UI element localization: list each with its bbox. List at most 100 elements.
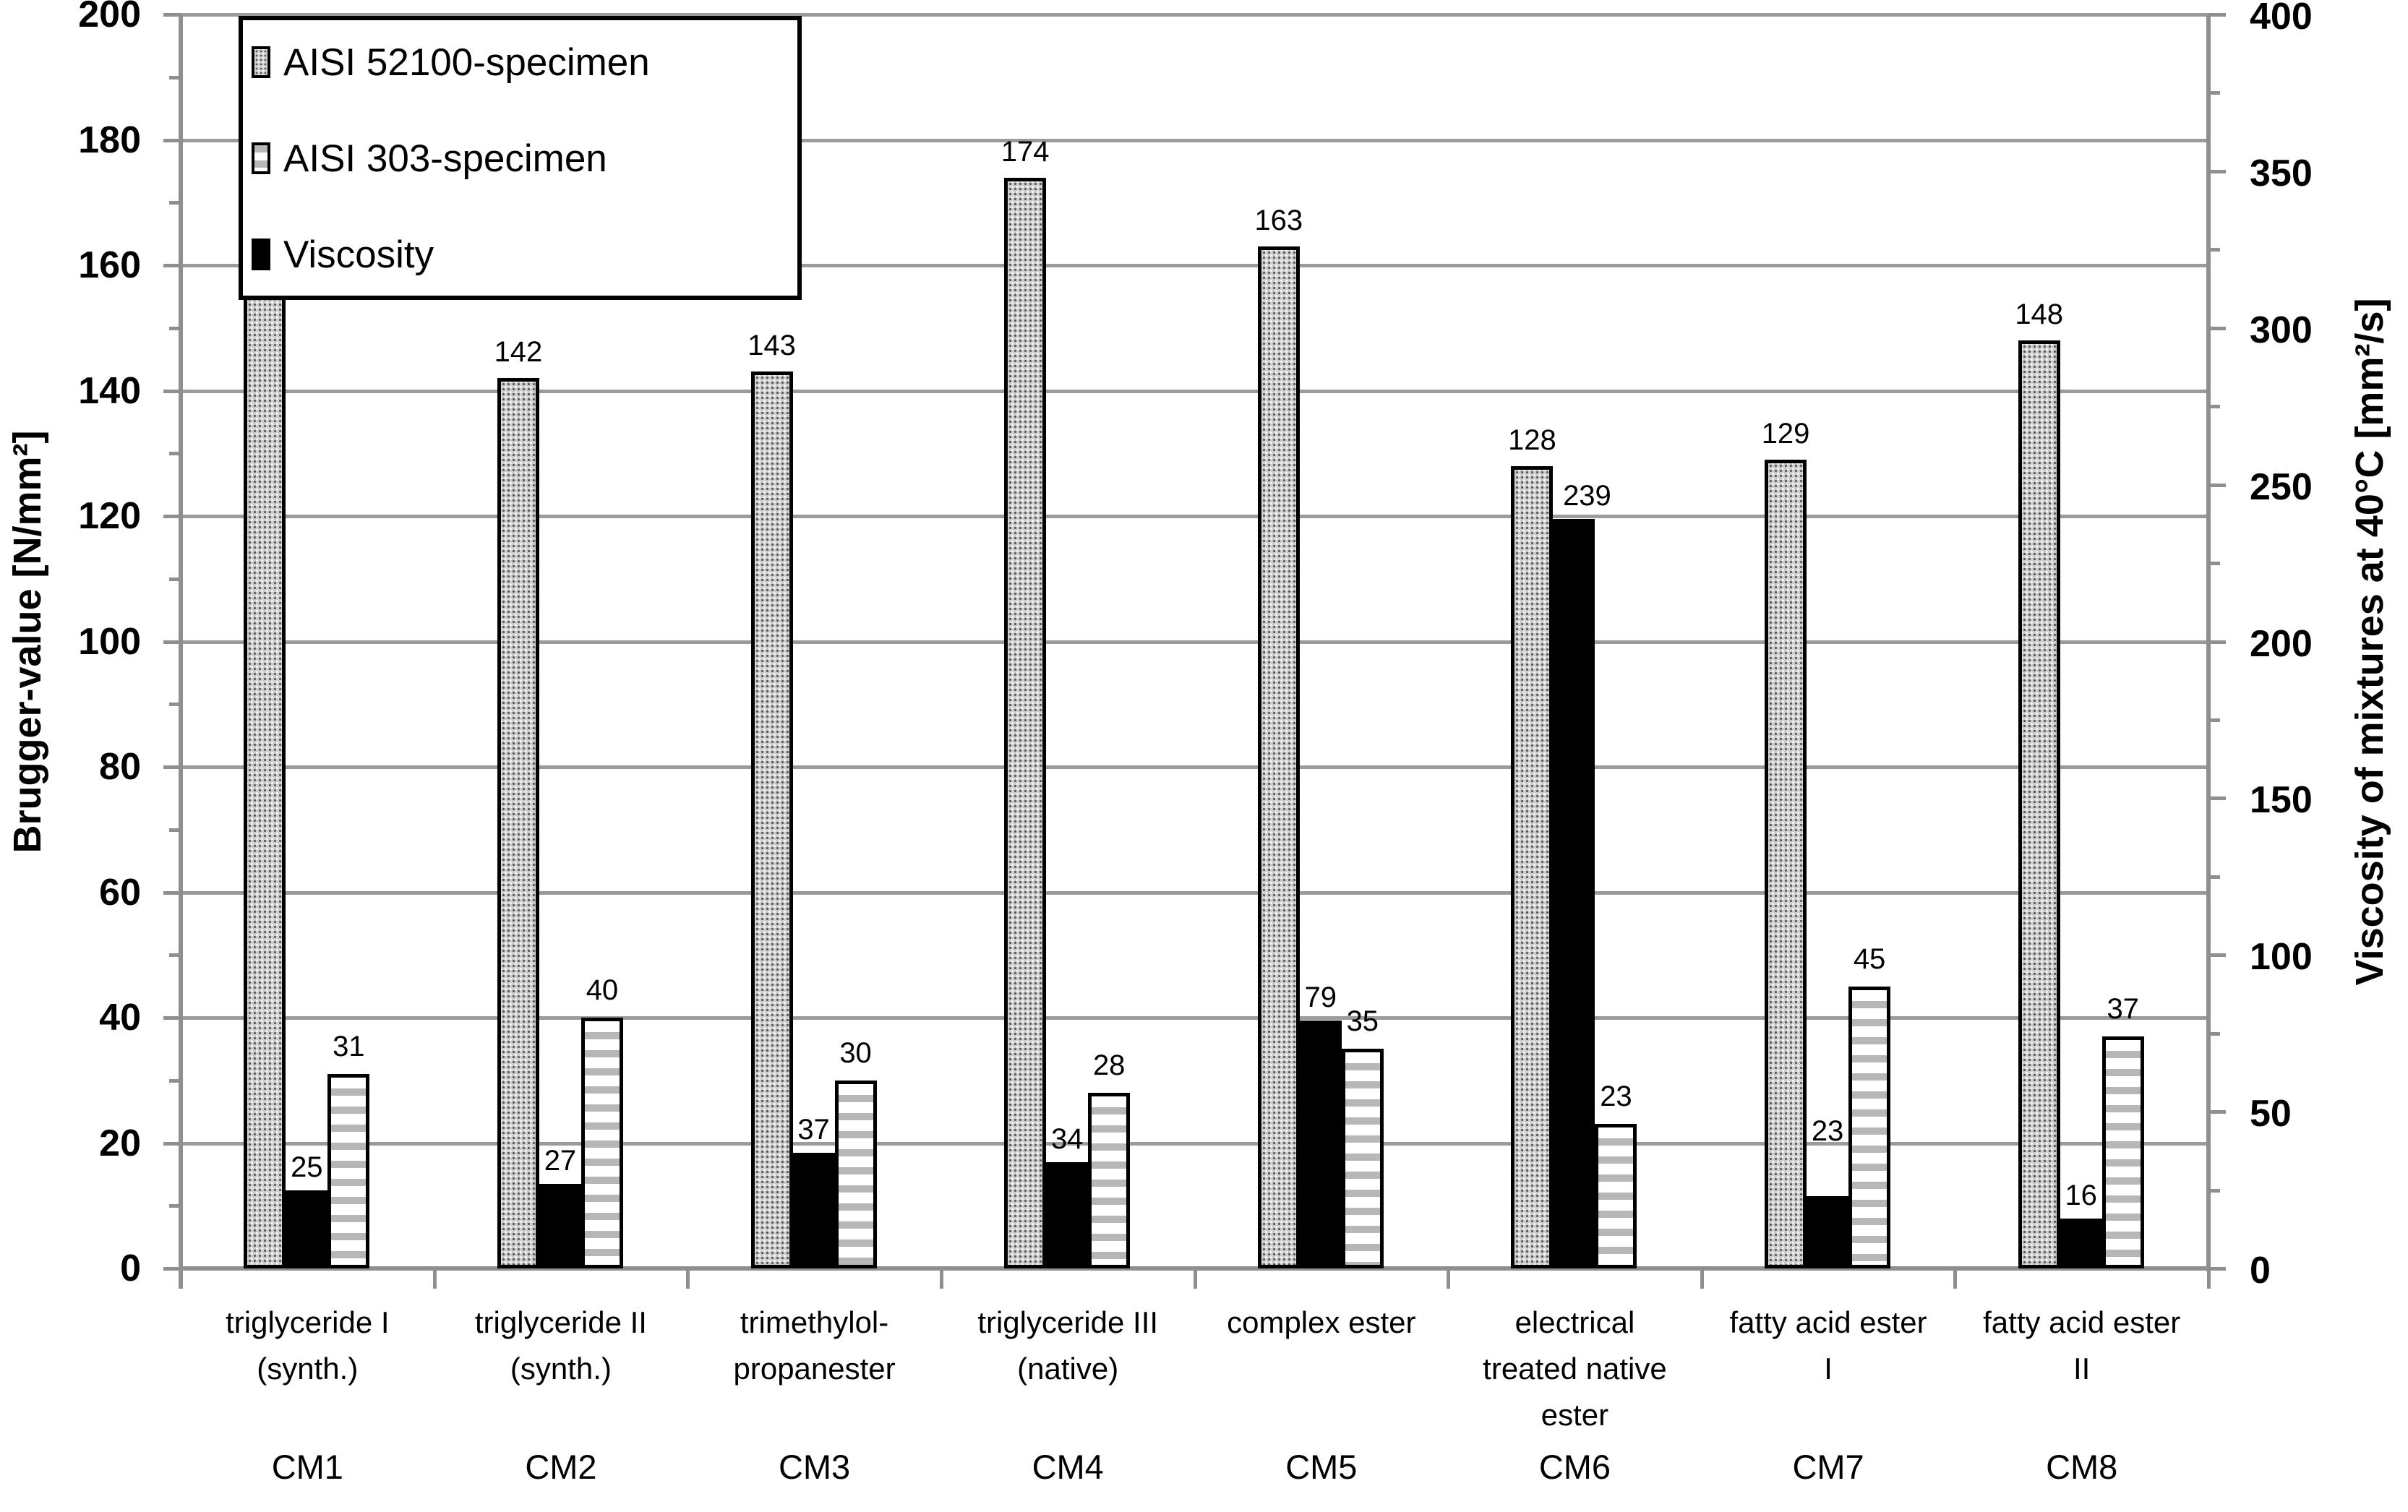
cm-label: CM4 <box>1032 1448 1104 1486</box>
bar-viscosity <box>1553 519 1595 1268</box>
right-axis-tick-label: 350 <box>2250 152 2313 194</box>
gridline <box>181 389 2208 393</box>
cm-label: CM7 <box>1792 1448 1864 1486</box>
left-axis-major-tick <box>163 890 181 895</box>
legend-item-label: AISI 52100-specimen <box>283 41 650 84</box>
gridline <box>181 13 2208 17</box>
bar-value-label: 34 <box>1050 1122 1084 1155</box>
left-axis-major-tick <box>163 13 181 17</box>
y-axis-line-left <box>179 14 183 1289</box>
cm-label: CM6 <box>1538 1448 1611 1486</box>
gridline <box>181 1141 2208 1146</box>
cm-label: CM2 <box>525 1448 597 1486</box>
category-boundary-tick <box>1700 1268 1704 1289</box>
left-axis-tick-label: 120 <box>78 495 141 537</box>
category-label: treated native <box>1483 1352 1667 1386</box>
category-boundary-tick <box>2207 1268 2211 1289</box>
bar-value-label: 129 <box>1761 417 1810 450</box>
left-axis-major-tick <box>163 765 181 769</box>
right-axis-major-tick <box>2208 326 2226 330</box>
cm-label: CM1 <box>271 1448 343 1486</box>
right-axis-minor-tick <box>2208 248 2220 252</box>
right-axis-minor-tick <box>2208 405 2220 409</box>
category-label: (synth.) <box>510 1352 612 1386</box>
category-boundary-tick <box>939 1268 943 1289</box>
bar-value-label: 25 <box>291 1151 323 1183</box>
category-label: fatty acid ester <box>1729 1305 1927 1339</box>
bar-value-label: 40 <box>586 974 619 1006</box>
category-label: electrical <box>1514 1305 1635 1339</box>
left-axis-minor-tick <box>169 577 181 581</box>
left-axis-tick-label: 60 <box>99 871 141 914</box>
bar-aisi-52100 <box>1765 459 1807 1268</box>
left-axis-minor-tick <box>169 703 181 707</box>
left-axis-tick-label: 0 <box>120 1247 141 1289</box>
bar-aisi-303 <box>327 1074 370 1268</box>
legend-swatch-viscosity-icon <box>252 239 270 270</box>
category-label: trimethylol- <box>740 1305 889 1339</box>
category-label: triglyceride III <box>977 1305 1159 1339</box>
bar-value-label: 35 <box>1346 1005 1379 1038</box>
category-label: fatty acid ester <box>1983 1305 2181 1339</box>
bar-aisi-52100 <box>244 202 286 1268</box>
bar-value-label: 143 <box>747 330 796 362</box>
right-axis-tick-label: 400 <box>2250 0 2313 38</box>
legend-swatch-aisi-303-icon <box>252 142 270 174</box>
bar-aisi-52100 <box>1511 465 1554 1268</box>
bar-viscosity <box>286 1190 328 1268</box>
bar-viscosity <box>2060 1218 2102 1268</box>
right-axis-major-tick <box>2208 1267 2226 1271</box>
bar-value-label: 142 <box>494 336 543 369</box>
left-axis-major-tick <box>163 1267 181 1271</box>
category-boundary-tick <box>179 1268 183 1289</box>
right-axis-minor-tick <box>2208 1188 2220 1193</box>
gridline <box>181 138 2208 142</box>
bar-aisi-303 <box>1341 1049 1384 1268</box>
bar-value-label: 30 <box>839 1036 872 1069</box>
category-boundary-tick <box>1953 1268 1958 1289</box>
category-label: (native) <box>1017 1352 1119 1386</box>
bar-viscosity <box>1299 1021 1342 1268</box>
left-axis-minor-tick <box>169 828 181 832</box>
left-axis-tick-label: 100 <box>78 620 141 663</box>
left-axis-minor-tick <box>169 953 181 958</box>
bar-aisi-303 <box>2101 1036 2144 1268</box>
bar-value-label: 37 <box>2107 993 2139 1026</box>
right-axis-minor-tick <box>2208 1031 2220 1036</box>
left-axis-minor-tick <box>169 201 181 205</box>
right-axis-tick-label: 100 <box>2250 936 2313 979</box>
left-axis-tick-label: 160 <box>78 244 141 286</box>
bar-aisi-303 <box>1088 1093 1131 1268</box>
category-label: (synth.) <box>257 1352 359 1386</box>
right-axis-tick-label: 0 <box>2250 1250 2271 1292</box>
bar-viscosity <box>1046 1161 1089 1268</box>
gridline <box>181 515 2208 518</box>
bar-aisi-52100 <box>1257 246 1300 1268</box>
legend-swatch-aisi-52100-icon <box>252 46 270 78</box>
left-axis-minor-tick <box>169 452 181 456</box>
right-axis-major-tick <box>2208 169 2226 173</box>
left-axis-major-tick <box>163 264 181 267</box>
right-axis-tick-label: 50 <box>2250 1093 2292 1135</box>
gridline <box>181 264 2208 267</box>
bar-value-label: 28 <box>1092 1049 1126 1082</box>
bar-aisi-303 <box>1848 986 1891 1268</box>
left-axis-tick-label: 180 <box>78 119 141 161</box>
right-axis-tick-label: 200 <box>2250 622 2313 665</box>
bar-value-label: 174 <box>1001 135 1050 168</box>
left-axis-major-tick <box>163 1016 181 1020</box>
right-axis-minor-tick <box>2208 875 2220 879</box>
bar-value-label: 23 <box>1600 1081 1632 1113</box>
gridline <box>181 640 2208 644</box>
bar-aisi-52100 <box>1004 177 1047 1268</box>
bar-viscosity <box>792 1152 835 1268</box>
legend-item-label: AISI 303-specimen <box>283 137 607 180</box>
category-label: I <box>1824 1352 1833 1386</box>
left-axis-tick-label: 140 <box>78 369 141 412</box>
left-axis-tick-label: 20 <box>99 1122 141 1164</box>
cm-label: CM3 <box>778 1448 851 1486</box>
category-label: II <box>2073 1352 2091 1386</box>
bar-viscosity <box>1807 1196 1849 1268</box>
category-boundary-tick <box>432 1268 437 1289</box>
bar-value-label: 31 <box>333 1031 365 1063</box>
